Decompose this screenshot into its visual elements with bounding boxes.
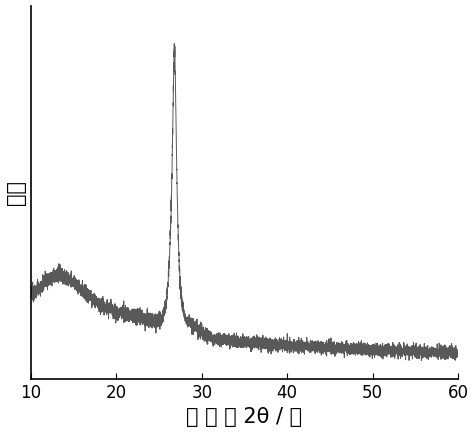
Y-axis label: 强度: 强度 bbox=[6, 180, 26, 205]
X-axis label: 衍 射 角 2θ / 度: 衍 射 角 2θ / 度 bbox=[186, 407, 302, 427]
